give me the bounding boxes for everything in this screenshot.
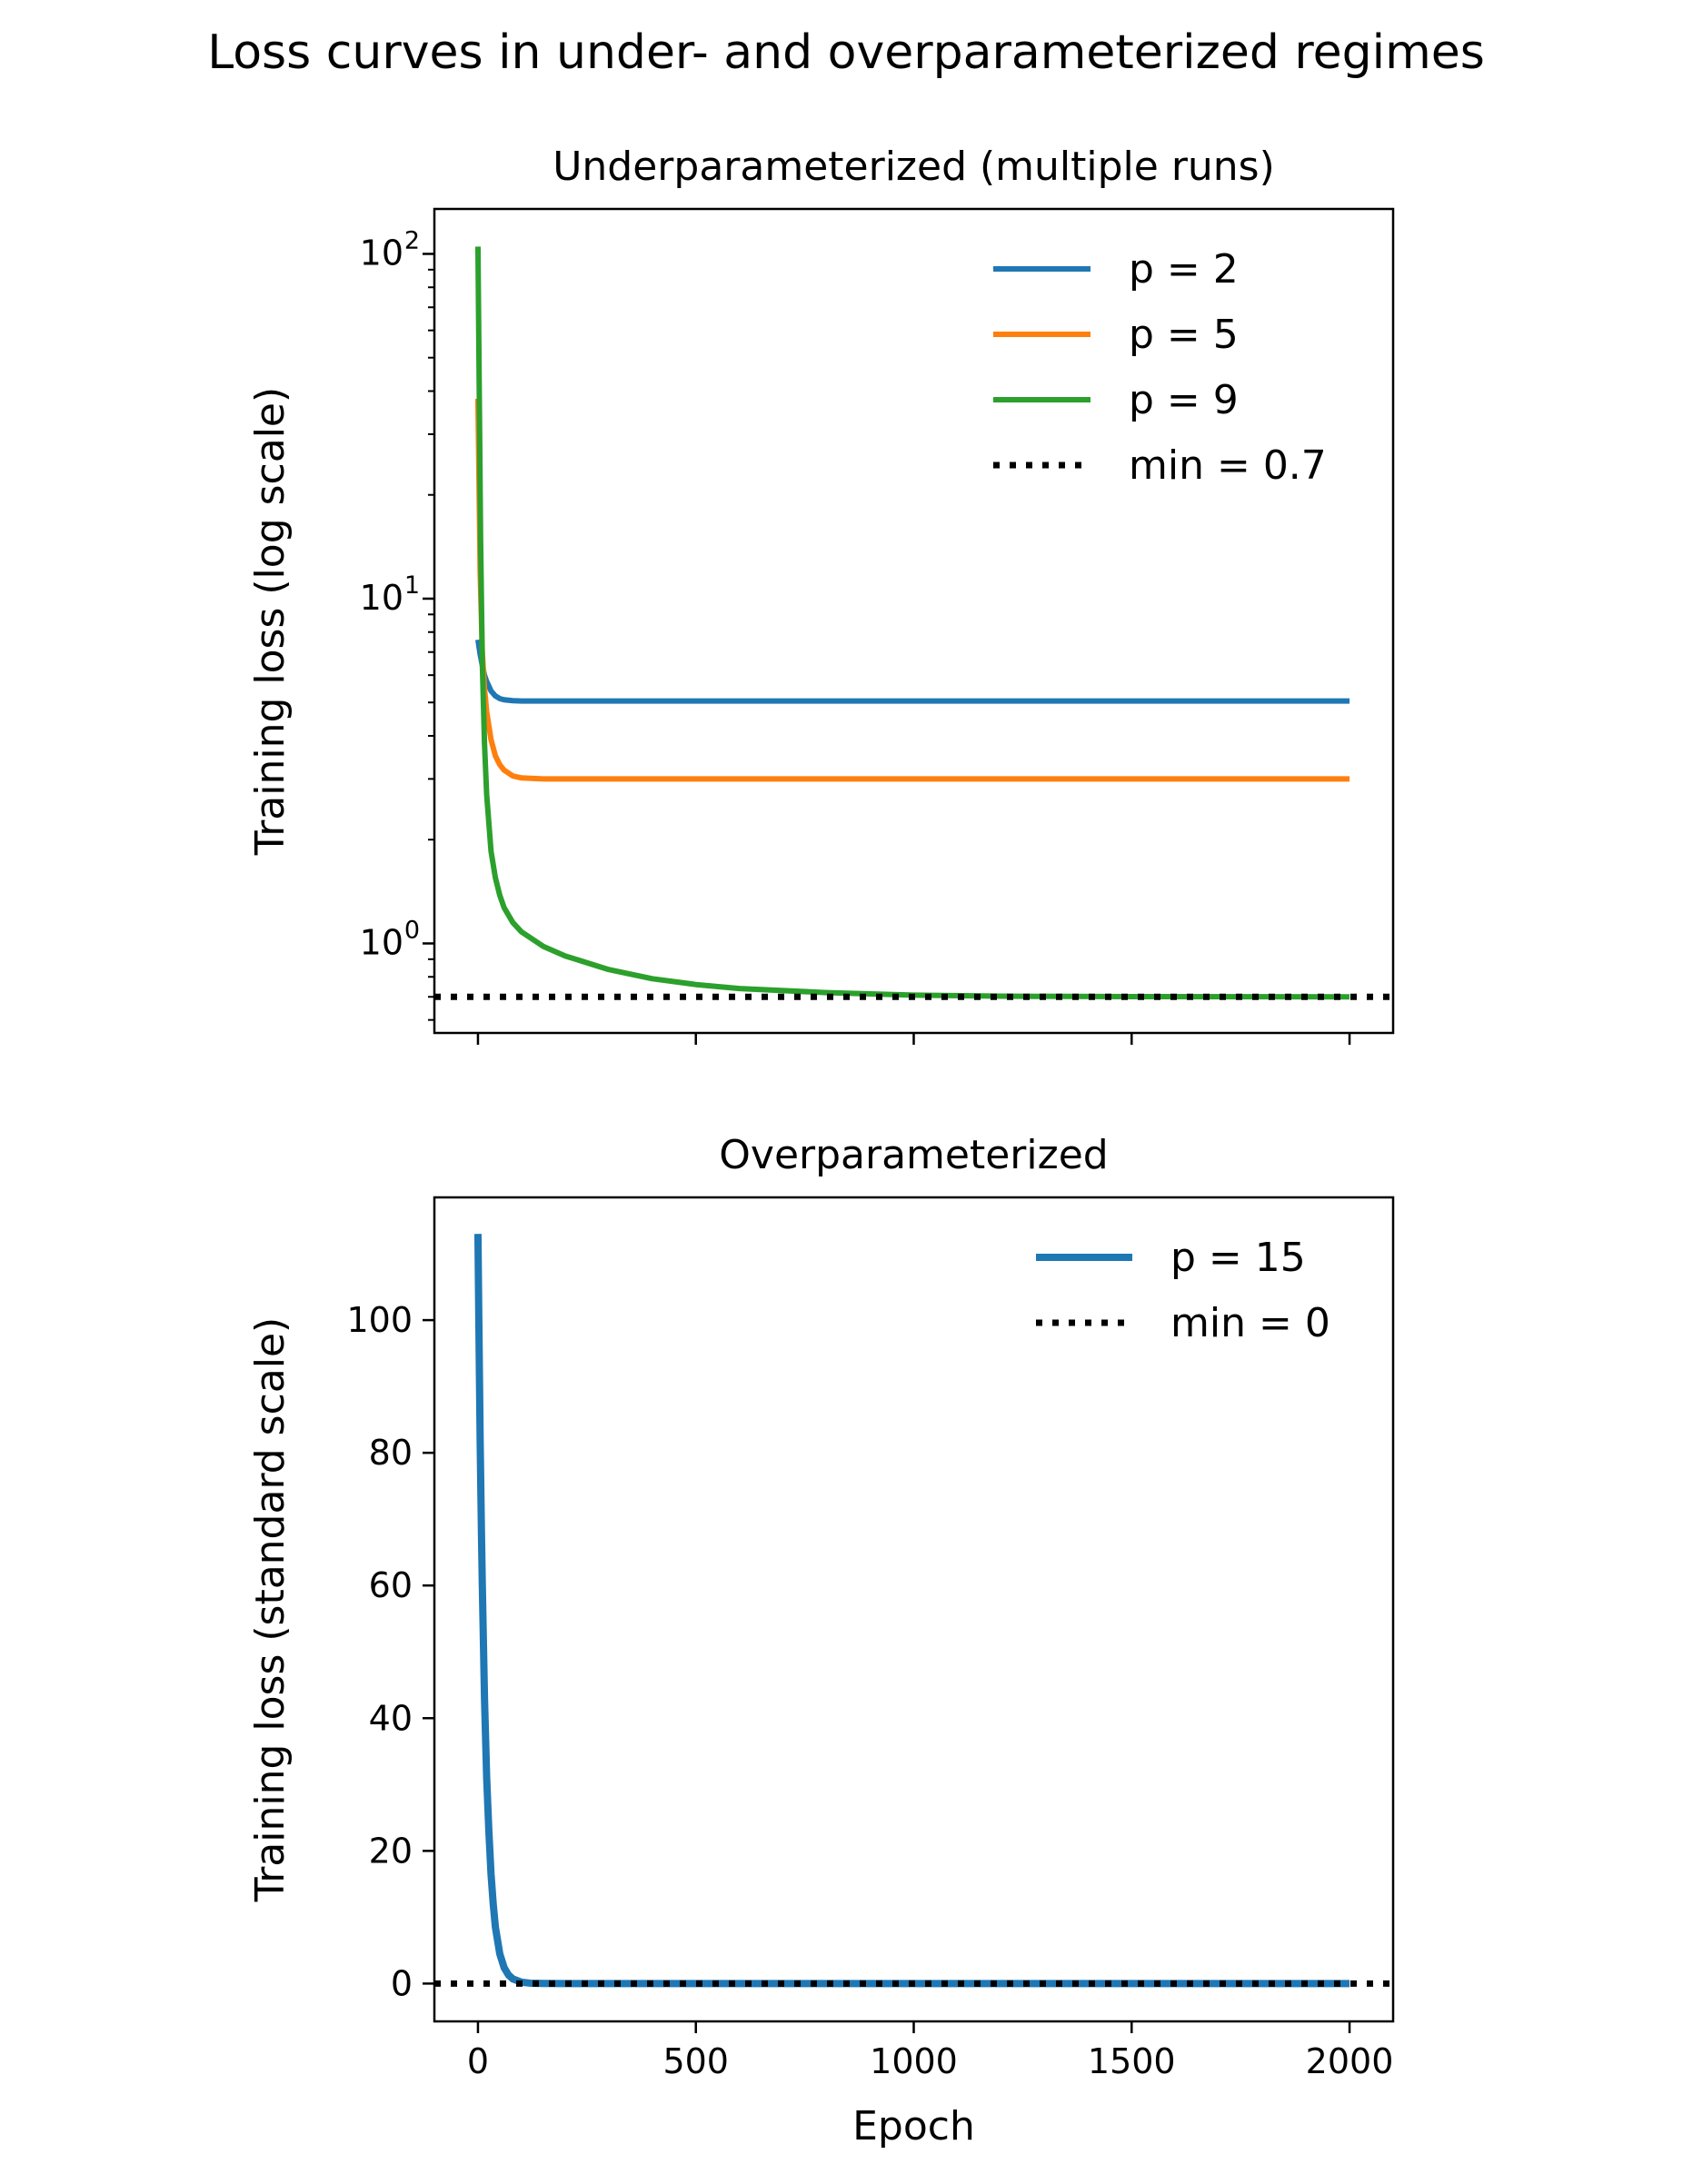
bottom-chart-y-tick-label: 0 — [391, 1963, 413, 2003]
bottom-chart-y-tick-label: 100 — [346, 1300, 413, 1340]
figure-suptitle: Loss curves in under- and overparameteri… — [207, 25, 1485, 80]
top-chart-y-tick-exponent-text: 2 — [404, 226, 420, 254]
bottom-chart-legend-label: min = 0 — [1170, 1300, 1330, 1346]
top-chart-y-tick-exponent: 0 — [404, 916, 420, 944]
top-chart-legend-label: p = 5 — [1129, 312, 1239, 358]
top-chart-legend-label: min = 0.7 — [1129, 442, 1327, 489]
bottom-chart-legend: p = 15 min = 0 — [1036, 1235, 1330, 1346]
top-chart-title: Underparameterized (multiple runs) — [553, 144, 1275, 190]
top-chart-y-tick-label: 10 — [360, 233, 403, 273]
bottom-chart-y-tick-label: 40 — [369, 1698, 413, 1738]
bottom-chart-x-tick-label: 1500 — [1088, 2041, 1176, 2081]
bottom-chart-x-tick-label: 500 — [662, 2041, 729, 2081]
top-chart-y-tick-base: 10 — [360, 233, 403, 273]
top-chart-legend-label: p = 9 — [1129, 377, 1239, 423]
top-chart-y-tick-exponent-text: 1 — [404, 571, 420, 600]
bottom-chart-y-tick-label: 80 — [369, 1433, 413, 1473]
bottom-chart-y-tick-label: 60 — [369, 1565, 413, 1605]
bottom-chart: 0 500 1000 1500 2000 0 20 40 60 80 100 Overparamet… — [247, 1132, 1395, 2149]
top-chart-y-tick-label: 10 — [360, 922, 403, 962]
top-chart-legend-label: p = 2 — [1129, 246, 1239, 293]
top-chart-y-axis-label: Training loss (log scale) — [247, 387, 294, 856]
bottom-chart-x-tick-label: 0 — [467, 2041, 489, 2081]
top-chart-y-tick-base: 10 — [360, 922, 403, 962]
bottom-chart-x-axis-label: Epoch — [852, 2103, 975, 2149]
top-chart-legend: p = 2 p = 5 p = 9 min = 0.7 — [993, 246, 1327, 489]
bottom-chart-x-tick-label: 1000 — [870, 2041, 958, 2081]
top-chart-plot-area — [434, 246, 1393, 1000]
bottom-chart-y-axis-label: Training loss (standard scale) — [247, 1317, 294, 1902]
bottom-chart-plot-area — [434, 1234, 1393, 1988]
top-chart-y-tick-exponent: 1 — [404, 571, 420, 600]
bottom-chart-x-tick-label: 2000 — [1306, 2041, 1394, 2081]
bottom-chart-y-tick-label: 20 — [369, 1831, 413, 1871]
bottom-chart-series-line-1 — [473, 1234, 1350, 1988]
top-chart-y-tick-base: 10 — [360, 578, 403, 618]
top-chart-series-line-1 — [474, 639, 1350, 704]
top-chart-y-tick-exponent: 2 — [404, 226, 420, 254]
top-chart-frame — [433, 207, 1395, 1035]
top-chart-y-tick-exponent-text: 0 — [404, 916, 420, 944]
bottom-chart-legend-label: p = 15 — [1170, 1235, 1306, 1281]
top-chart-y-tick-label: 10 — [360, 578, 403, 618]
bottom-chart-axes: 0 500 1000 1500 2000 0 20 40 60 80 100 — [346, 1300, 1393, 2081]
top-chart-series-line-3 — [474, 246, 1350, 1000]
bottom-chart-title: Overparameterized — [719, 1132, 1108, 1178]
